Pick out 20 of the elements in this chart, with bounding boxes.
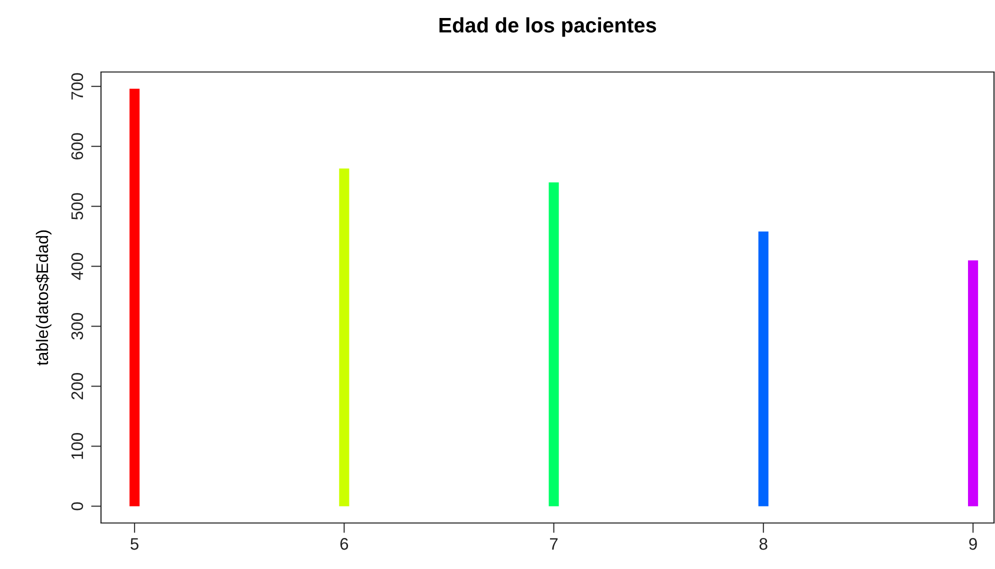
y-tick-label: 100	[71, 432, 84, 459]
y-tick-label: 600	[71, 133, 84, 160]
bar	[758, 232, 768, 506]
x-tick-label: 6	[340, 538, 348, 550]
y-axis-title: table(datos$Edad)	[36, 230, 52, 366]
bar	[339, 168, 350, 506]
x-tick-label: 9	[969, 538, 977, 550]
chart-title: Edad de los pacientes	[439, 17, 656, 37]
y-tick-label: 700	[71, 73, 84, 100]
bar	[968, 260, 978, 506]
y-tick-label: 500	[71, 193, 84, 220]
y-tick-label: 300	[71, 313, 84, 340]
x-tick-label: 5	[130, 538, 138, 550]
y-tick-label: 200	[71, 373, 84, 400]
x-tick-label: 7	[550, 538, 558, 550]
y-tick-label: 0	[71, 502, 84, 510]
bar	[130, 88, 140, 506]
bar	[548, 182, 559, 506]
y-tick-label: 400	[71, 253, 84, 280]
x-tick-label: 8	[760, 538, 768, 550]
